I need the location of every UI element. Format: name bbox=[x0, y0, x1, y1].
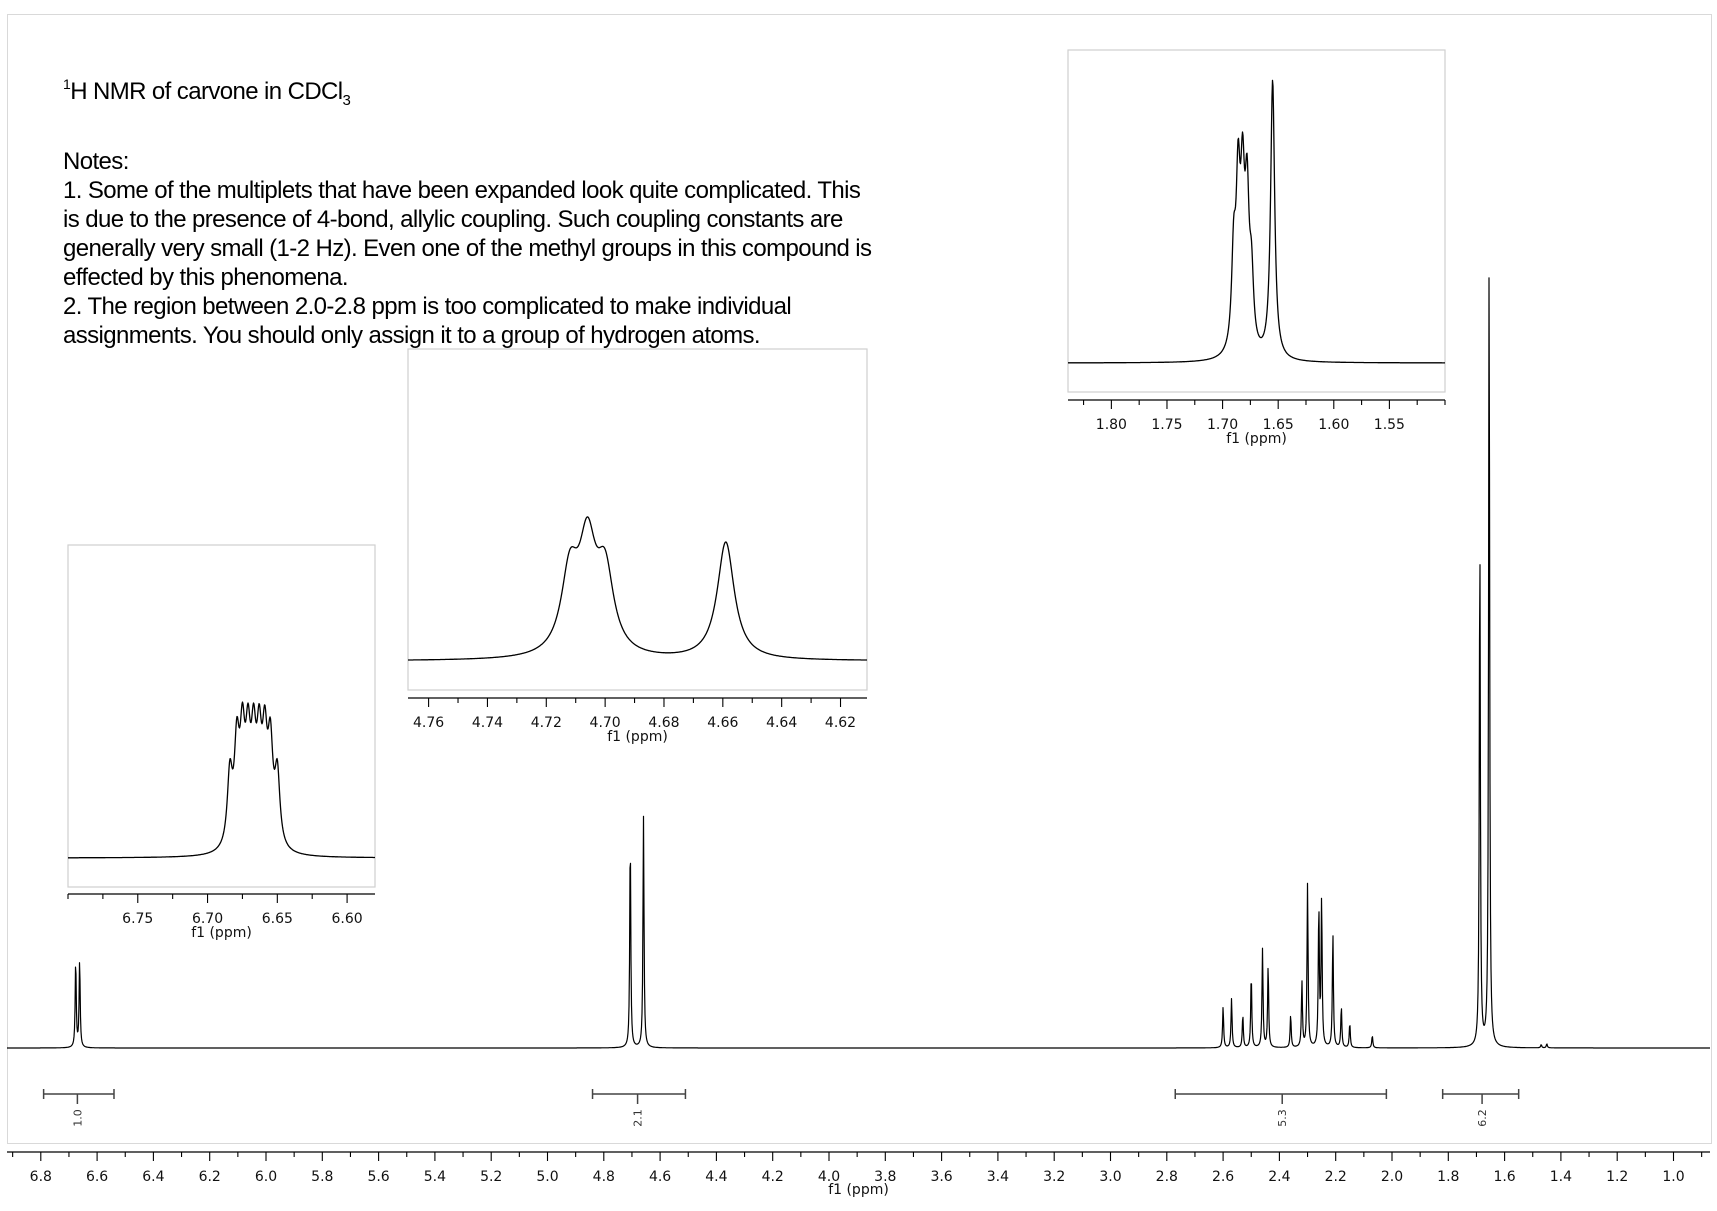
tick-label: 1.8 bbox=[1437, 1169, 1459, 1185]
title-text: H NMR of carvone in CDCl bbox=[70, 78, 343, 105]
inset-trace bbox=[1067, 79, 1446, 364]
inset-trace bbox=[67, 701, 376, 859]
tick-label: 1.60 bbox=[1318, 417, 1349, 433]
tick-label: 2.8 bbox=[1156, 1169, 1178, 1185]
axis-title: f1 (ppm) bbox=[828, 1182, 889, 1198]
notes-line: 1. Some of the multiplets that have been… bbox=[63, 177, 861, 204]
tick-label: 3.2 bbox=[1043, 1169, 1065, 1185]
integral-value: 5.3 bbox=[1276, 1109, 1289, 1127]
tick-label: 3.8 bbox=[874, 1169, 896, 1185]
notes-line: generally very small (1-2 Hz). Even one … bbox=[63, 235, 872, 262]
tick-label: 4.72 bbox=[531, 715, 562, 731]
tick-label: 6.0 bbox=[255, 1169, 277, 1185]
tick-label: 6.70 bbox=[192, 911, 223, 927]
tick-label: 4.0 bbox=[818, 1169, 840, 1185]
integral-value: 1.0 bbox=[71, 1109, 84, 1127]
tick-label: 3.6 bbox=[930, 1169, 952, 1185]
spectrum-trace bbox=[6, 277, 1711, 1049]
tick-label: 6.4 bbox=[142, 1169, 164, 1185]
tick-label: 4.4 bbox=[705, 1169, 727, 1185]
tick-label: 4.64 bbox=[766, 715, 797, 731]
page-title: 1H NMR of carvone in CDCl3 bbox=[63, 76, 351, 109]
tick-label: 4.6 bbox=[649, 1169, 671, 1185]
tick-label: 4.68 bbox=[648, 715, 679, 731]
tick-label: 6.2 bbox=[199, 1169, 221, 1185]
axis-title: f1 (ppm) bbox=[191, 925, 252, 941]
tick-label: 4.2 bbox=[762, 1169, 784, 1185]
spectrum-frame bbox=[7, 14, 1712, 1144]
main-spectrum bbox=[6, 277, 1711, 1049]
tick-label: 1.6 bbox=[1493, 1169, 1515, 1185]
tick-label: 1.65 bbox=[1263, 417, 1294, 433]
tick-label: 4.8 bbox=[593, 1169, 615, 1185]
tick-label: 3.0 bbox=[1099, 1169, 1121, 1185]
inset-trace bbox=[407, 516, 868, 661]
integral-bar: 1.0 bbox=[42, 1089, 115, 1127]
inset-methyl-expansion: 1.80 1.75 1.70 1.65 1.60 1.55 f1 (ppm) bbox=[1067, 49, 1446, 447]
tick-label: 4.70 bbox=[590, 715, 621, 731]
notes-block: Notes: 1. Some of the multiplets that ha… bbox=[63, 147, 1003, 350]
inset-methylene-expansion: 4.76 4.74 4.72 4.70 4.68 4.66 4.64 4.62 f1 (ppm) bbox=[407, 348, 868, 745]
tick-label: 6.8 bbox=[30, 1169, 52, 1185]
inset-frame bbox=[67, 544, 376, 888]
tick-label: 6.75 bbox=[122, 911, 153, 927]
tick-label: 4.62 bbox=[825, 715, 856, 731]
tick-label: 4.74 bbox=[472, 715, 503, 731]
axis-title: f1 (ppm) bbox=[1226, 431, 1287, 447]
integral-value: 6.2 bbox=[1476, 1109, 1489, 1127]
tick-label: 2.4 bbox=[1268, 1169, 1290, 1185]
notes-line: is due to the presence of 4-bond, allyli… bbox=[63, 206, 843, 233]
tick-label: 5.8 bbox=[311, 1169, 333, 1185]
tick-label: 6.6 bbox=[86, 1169, 108, 1185]
integral-bars: 1.0 2.1 5.3 6.2 bbox=[42, 1089, 1520, 1127]
tick-label: 5.2 bbox=[480, 1169, 502, 1185]
main-x-axis: 6.8 6.6 6.4 6.2 6.0 5.8 5.6 5.4 5.2 5.0 4.8 4.6 4.4 4… bbox=[7, 1151, 1710, 1198]
integral-bar: 6.2 bbox=[1441, 1089, 1520, 1127]
notes-heading: Notes: bbox=[63, 148, 129, 175]
title-superscript: 1 bbox=[63, 76, 71, 92]
integral-value: 2.1 bbox=[632, 1109, 645, 1127]
tick-label: 1.4 bbox=[1550, 1169, 1572, 1185]
tick-label: 6.65 bbox=[262, 911, 293, 927]
notes-line: 2. The region between 2.0-2.8 ppm is too… bbox=[63, 293, 792, 320]
tick-label: 2.6 bbox=[1212, 1169, 1234, 1185]
integral-bar: 5.3 bbox=[1174, 1089, 1388, 1127]
tick-label: 1.2 bbox=[1606, 1169, 1628, 1185]
tick-label: 5.4 bbox=[424, 1169, 446, 1185]
tick-label: 4.76 bbox=[413, 715, 444, 731]
tick-label: 2.2 bbox=[1325, 1169, 1347, 1185]
tick-label: 3.4 bbox=[987, 1169, 1009, 1185]
tick-label: 6.60 bbox=[332, 911, 363, 927]
tick-label: 5.0 bbox=[536, 1169, 558, 1185]
inset-vinyl-expansion: 6.75 6.70 6.65 6.60 f1 (ppm) bbox=[67, 544, 376, 941]
inset-frame bbox=[1067, 49, 1446, 393]
tick-label: 1.75 bbox=[1151, 417, 1182, 433]
tick-label: 1.0 bbox=[1662, 1169, 1684, 1185]
title-subscript: 3 bbox=[342, 92, 351, 109]
notes-line: assignments. You should only assign it t… bbox=[63, 322, 761, 349]
notes-line: effected by this phenomena. bbox=[63, 264, 349, 291]
tick-label: 1.55 bbox=[1374, 417, 1405, 433]
integral-bar: 2.1 bbox=[591, 1089, 687, 1127]
tick-label: 1.80 bbox=[1096, 417, 1127, 433]
tick-label: 4.66 bbox=[707, 715, 738, 731]
tick-label: 2.0 bbox=[1381, 1169, 1403, 1185]
inset-frame bbox=[407, 348, 868, 691]
tick-label: 5.6 bbox=[367, 1169, 389, 1185]
axis-title: f1 (ppm) bbox=[607, 729, 668, 745]
tick-label: 1.70 bbox=[1207, 417, 1238, 433]
